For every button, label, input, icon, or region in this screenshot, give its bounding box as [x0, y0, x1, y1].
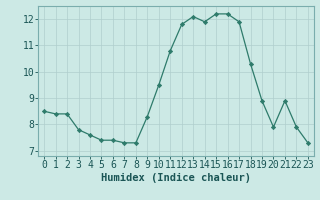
- X-axis label: Humidex (Indice chaleur): Humidex (Indice chaleur): [101, 173, 251, 183]
